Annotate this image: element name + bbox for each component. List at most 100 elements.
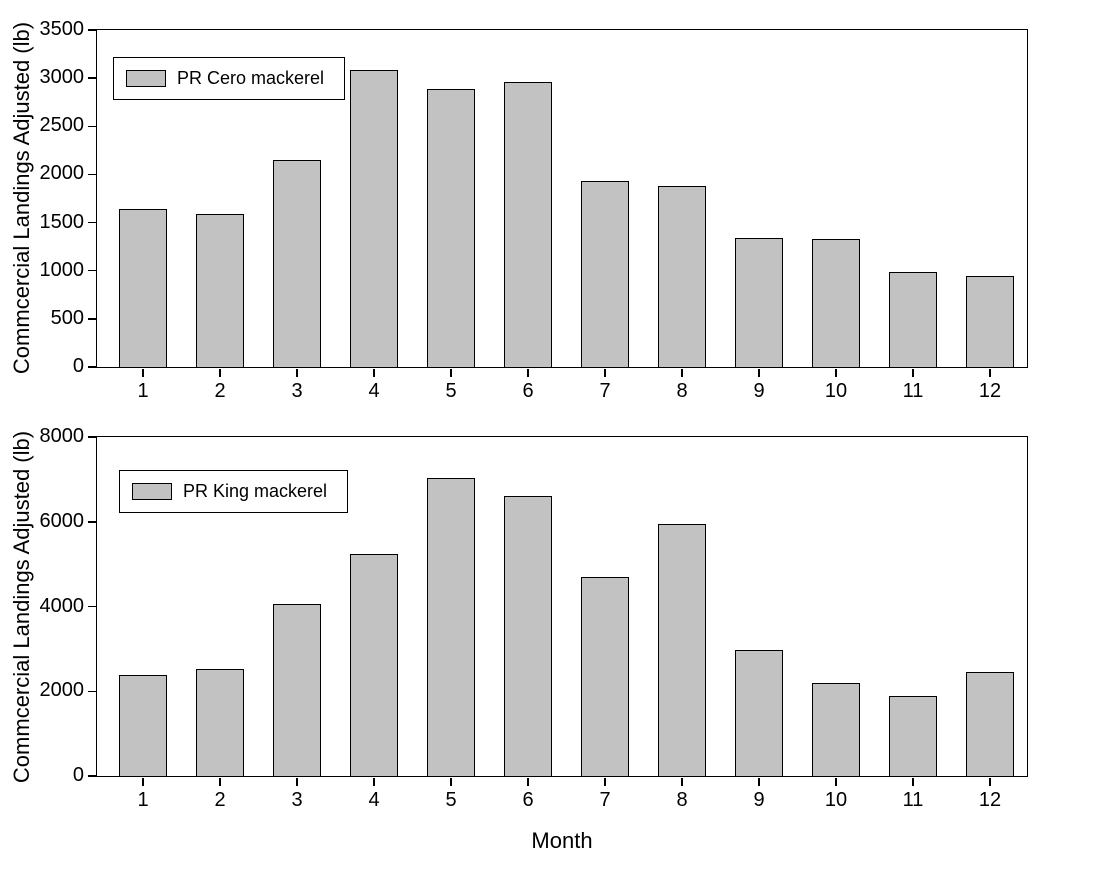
bar-month-4 <box>350 553 398 776</box>
y-tick-mark <box>87 690 96 692</box>
x-tick-label: 3 <box>291 380 303 402</box>
legend-label: PR Cero mackerel <box>177 68 325 88</box>
x-tick-label: 1 <box>137 380 149 402</box>
x-tick-label: 6 <box>522 789 534 811</box>
bar-month-5 <box>427 478 475 776</box>
legend-swatch <box>132 483 172 500</box>
x-tick-label: 7 <box>599 789 611 811</box>
x-tick-mark <box>989 368 991 377</box>
x-tick-mark <box>912 777 914 786</box>
bar-month-6 <box>504 496 552 776</box>
x-tick-mark <box>219 368 221 377</box>
y-tick-mark <box>87 436 96 438</box>
bar-month-4 <box>350 70 398 367</box>
x-tick-label: 9 <box>753 380 765 402</box>
bar-month-11 <box>889 696 937 776</box>
bar-month-2 <box>196 669 244 776</box>
x-tick-mark <box>989 777 991 786</box>
legend-king: PR King mackerel <box>119 470 349 513</box>
x-tick-label: 9 <box>753 789 765 811</box>
bar-month-2 <box>196 213 244 367</box>
y-tick-mark <box>87 775 96 777</box>
bar-month-6 <box>504 82 552 367</box>
x-tick-label: 10 <box>824 380 848 402</box>
bar-month-7 <box>581 181 629 367</box>
bar-month-8 <box>658 523 706 776</box>
x-tick-label: 12 <box>978 380 1002 402</box>
bar-month-3 <box>273 604 321 776</box>
x-tick-label: 10 <box>824 789 848 811</box>
bar-month-5 <box>427 88 475 367</box>
chart-panel-king: Commcercial Landings Adjusted (lb) PR Ki… <box>0 420 1106 860</box>
bar-month-10 <box>812 682 860 776</box>
x-tick-mark <box>527 777 529 786</box>
y-tick-label: 1000 <box>39 258 85 281</box>
y-tick-mark <box>87 269 96 272</box>
y-tick-mark <box>87 221 96 224</box>
legend-cero: PR Cero mackerel <box>113 57 346 100</box>
plot-area-cero: PR Cero mackerel 0 500 1000 1500 2000 2500 300… <box>40 18 1028 402</box>
x-tick-mark <box>219 777 221 786</box>
x-tick-mark <box>758 777 760 786</box>
chart-panel-cero: Commcercial Landings Adjusted (lb) PR Ce… <box>0 0 1106 420</box>
y-tick-label: 8000 <box>39 425 85 448</box>
x-tick-label: 4 <box>368 380 380 402</box>
bar-month-3 <box>273 160 321 367</box>
y-axis-label: Commcercial Landings Adjusted (lb) <box>9 21 34 375</box>
x-tick-mark <box>450 777 452 786</box>
x-tick-label: 3 <box>291 789 303 811</box>
x-tick-label: 5 <box>445 380 457 402</box>
x-tick-mark <box>450 368 452 377</box>
bar-month-9 <box>735 238 783 367</box>
y-tick-mark <box>87 521 96 523</box>
x-tick-label: 11 <box>902 380 924 402</box>
x-tick-label: 8 <box>676 380 688 402</box>
x-tick-mark <box>835 368 837 377</box>
y-tick-label: 3000 <box>39 66 85 89</box>
bar-month-7 <box>581 576 629 776</box>
y-tick-label: 0 <box>72 355 84 378</box>
bar-month-9 <box>735 649 783 776</box>
x-tick-label: 11 <box>902 789 924 811</box>
bar-month-11 <box>889 272 937 367</box>
y-tick-label: 500 <box>50 306 84 329</box>
x-tick-mark <box>527 368 529 377</box>
y-tick-label: 6000 <box>39 509 85 532</box>
y-tick-label: 0 <box>72 764 84 787</box>
x-tick-mark <box>142 368 144 377</box>
y-tick-label: 2500 <box>39 114 85 137</box>
x-tick-mark <box>373 777 375 786</box>
y-tick-mark <box>87 77 96 79</box>
y-tick-mark <box>87 318 96 320</box>
legend-swatch <box>126 70 166 87</box>
x-tick-mark <box>604 368 606 377</box>
y-tick-label: 3500 <box>39 18 85 41</box>
x-tick-label: 6 <box>522 380 534 402</box>
x-tick-label: 5 <box>445 789 457 811</box>
x-tick-label: 7 <box>599 380 611 402</box>
bar-month-1 <box>119 675 167 776</box>
x-axis-label: Month <box>531 828 593 853</box>
x-tick-label: 2 <box>214 380 226 402</box>
x-tick-label: 4 <box>368 789 380 811</box>
y-tick-label: 2000 <box>39 162 85 185</box>
x-tick-mark <box>604 777 606 786</box>
x-tick-mark <box>835 777 837 786</box>
legend-label: PR King mackerel <box>183 481 328 501</box>
x-tick-label: 2 <box>214 789 226 811</box>
x-tick-mark <box>912 368 914 377</box>
x-tick-label: 12 <box>978 789 1002 811</box>
x-tick-label: 8 <box>676 789 688 811</box>
y-tick-mark <box>87 605 96 608</box>
y-tick-mark <box>87 125 96 128</box>
y-tick-mark <box>87 173 96 176</box>
y-tick-mark <box>87 366 96 368</box>
plot-area-king: PR King mackerel 0 2000 4000 6000 8000 1 2 3 4 5 6… <box>40 425 1028 811</box>
bar-month-8 <box>658 185 706 367</box>
x-tick-mark <box>681 777 683 786</box>
x-tick-mark <box>681 368 683 377</box>
x-tick-mark <box>296 777 298 786</box>
x-tick-mark <box>373 368 375 377</box>
y-axis-label: Commcercial Landings Adjusted (lb) <box>9 430 34 784</box>
x-tick-mark <box>296 368 298 377</box>
